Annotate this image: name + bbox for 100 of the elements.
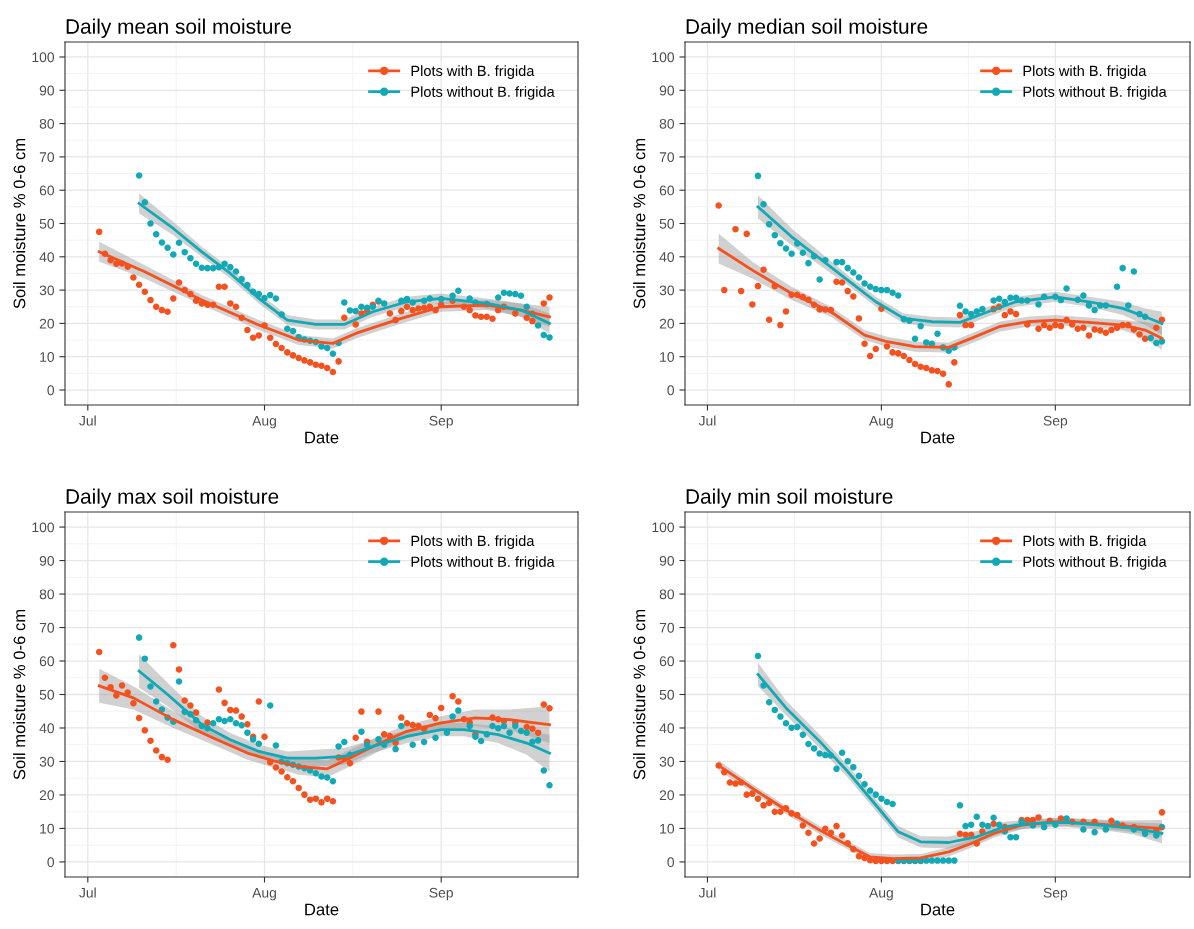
point xyxy=(1063,815,1070,822)
x-tick-label: Aug xyxy=(869,415,893,429)
chart-title: Daily min soil moisture xyxy=(686,488,893,508)
x-axis-title: Date xyxy=(921,431,955,444)
y-tick-label: 100 xyxy=(652,522,675,533)
point xyxy=(990,820,997,828)
point xyxy=(732,780,739,787)
point xyxy=(850,763,857,771)
legend-label: Plots without B. frigida xyxy=(411,86,555,100)
y-tick-label: 60 xyxy=(39,185,55,196)
point xyxy=(838,832,846,839)
y-tick-label: 90 xyxy=(659,555,675,566)
point xyxy=(967,821,975,829)
point xyxy=(962,822,969,830)
y-tick-label: 50 xyxy=(39,689,55,700)
y-tick-label: 100 xyxy=(32,522,55,533)
x-tick-label: Aug xyxy=(252,887,276,901)
point xyxy=(866,787,874,794)
point xyxy=(805,740,812,748)
y-tick-label: 100 xyxy=(32,52,55,63)
legend-label: Plots with B. frigida xyxy=(411,65,535,79)
y-tick-label: 20 xyxy=(659,318,675,329)
x-tick-label: Sep xyxy=(429,415,453,429)
legend-label: Plots with B. frigida xyxy=(1023,535,1147,549)
y-tick-label: 80 xyxy=(39,118,55,129)
x-axis-title: Date xyxy=(305,431,339,444)
point xyxy=(861,780,868,788)
y-tick-label: 60 xyxy=(659,185,675,196)
point xyxy=(956,830,964,838)
point xyxy=(956,802,964,809)
legend-label: Plots without B. frigida xyxy=(1023,556,1167,570)
y-tick-label: 40 xyxy=(659,723,675,734)
y-tick-label: 10 xyxy=(40,823,55,834)
x-tick-label: Aug xyxy=(869,887,893,901)
x-tick-label: Aug xyxy=(252,415,276,429)
point xyxy=(928,857,936,864)
point xyxy=(754,795,762,802)
point xyxy=(822,825,829,833)
y-tick-label: 0 xyxy=(47,857,55,868)
y-tick-label: 40 xyxy=(39,723,55,734)
point xyxy=(1040,823,1048,831)
point xyxy=(939,857,947,864)
point xyxy=(833,822,840,830)
y-axis-title: Soil moisture % 0-6 cm xyxy=(13,609,26,780)
y-tick-label: 40 xyxy=(39,252,55,262)
point xyxy=(844,757,851,765)
legend-label: Plots without B. frigida xyxy=(1023,86,1167,100)
y-axis-title: Soil moisture % 0-6 cm xyxy=(633,138,646,309)
point xyxy=(1158,809,1166,816)
y-tick-label: 30 xyxy=(659,756,675,767)
point xyxy=(749,790,756,797)
y-tick-label: 70 xyxy=(659,152,675,163)
point xyxy=(1007,833,1014,841)
point xyxy=(1091,828,1098,836)
y-tick-label: 30 xyxy=(39,756,55,767)
chart-title: Daily mean soil moisture xyxy=(66,18,291,38)
point xyxy=(816,750,823,757)
x-tick-label: Jul xyxy=(698,887,716,898)
point xyxy=(760,802,767,809)
point xyxy=(1012,833,1020,841)
point xyxy=(1108,817,1115,824)
point xyxy=(743,791,750,798)
point xyxy=(833,765,840,773)
point xyxy=(816,835,823,842)
y-tick-label: 30 xyxy=(39,285,55,296)
point xyxy=(1035,814,1042,821)
y-tick-label: 50 xyxy=(659,218,675,229)
point xyxy=(979,821,986,829)
point xyxy=(777,713,784,720)
point xyxy=(822,751,829,759)
y-tick-label: 10 xyxy=(660,352,675,362)
x-tick-label: Jul xyxy=(698,415,716,426)
y-tick-label: 60 xyxy=(659,656,675,667)
point xyxy=(810,745,818,752)
point xyxy=(788,724,795,731)
y-tick-label: 50 xyxy=(659,689,675,700)
x-tick-label: Sep xyxy=(429,887,453,901)
point xyxy=(973,813,981,820)
x-tick-label: Sep xyxy=(1043,887,1068,901)
point xyxy=(754,652,762,660)
y-axis-title: Soil moisture % 0-6 cm xyxy=(13,138,26,309)
y-tick-label: 70 xyxy=(39,622,55,633)
y-tick-label: 10 xyxy=(660,823,675,834)
point xyxy=(726,779,734,786)
point xyxy=(1080,826,1087,833)
legend-label: Plots without B. frigida xyxy=(411,556,555,570)
y-tick-label: 0 xyxy=(667,385,675,396)
point xyxy=(799,822,807,829)
chart-title: Daily max soil moisture xyxy=(66,488,279,508)
point xyxy=(1102,826,1110,833)
point xyxy=(782,720,790,727)
x-tick-label: Jul xyxy=(79,887,96,898)
point xyxy=(945,857,952,864)
y-tick-label: 10 xyxy=(40,352,55,362)
y-tick-label: 80 xyxy=(659,118,675,129)
chart-title: Daily median soil moisture xyxy=(686,18,928,38)
point xyxy=(810,840,818,847)
point xyxy=(771,706,779,714)
y-tick-label: 80 xyxy=(659,589,675,600)
y-tick-label: 30 xyxy=(659,285,675,296)
